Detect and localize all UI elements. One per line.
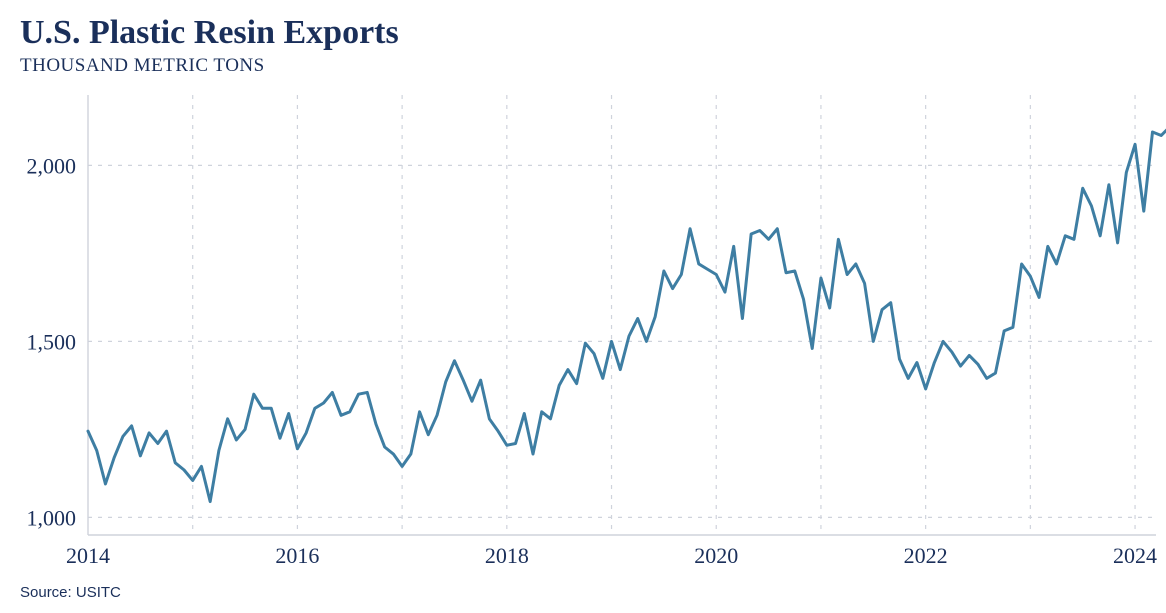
- x-axis-tick-label: 2022: [904, 543, 948, 568]
- y-axis-tick-label: 2,000: [27, 153, 77, 178]
- y-axis-tick-label: 1,000: [27, 505, 77, 530]
- y-axis-tick-label: 1,500: [27, 329, 77, 354]
- x-axis-tick-label: 2020: [694, 543, 738, 568]
- x-axis-tick-label: 2014: [66, 543, 110, 568]
- x-axis-tick-label: 2024: [1113, 543, 1157, 568]
- line-chart-svg: 1,000 1,500 2,000 2014 2016 2018 2020 2022 2024: [0, 0, 1166, 613]
- chart-container: U.S. Plastic Resin Exports THOUSAND METR…: [0, 0, 1166, 613]
- data-series-line: [88, 127, 1166, 502]
- x-axis-tick-label: 2018: [485, 543, 529, 568]
- x-axis-tick-label: 2016: [275, 543, 319, 568]
